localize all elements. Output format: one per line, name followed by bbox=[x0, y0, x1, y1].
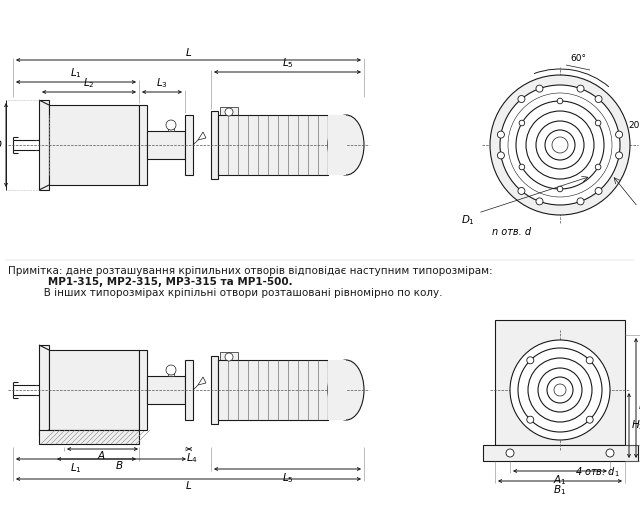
Ellipse shape bbox=[328, 360, 364, 420]
Circle shape bbox=[527, 416, 534, 423]
Bar bbox=[218, 115, 328, 175]
Circle shape bbox=[606, 449, 614, 457]
Bar bbox=[483, 445, 638, 461]
Circle shape bbox=[536, 121, 584, 169]
Bar bbox=[220, 107, 238, 117]
Text: $L_2$: $L_2$ bbox=[83, 76, 95, 90]
Bar bbox=[168, 125, 174, 131]
Text: $H_2$: $H_2$ bbox=[631, 419, 640, 432]
Text: $L_1$: $L_1$ bbox=[70, 461, 82, 475]
Circle shape bbox=[225, 353, 233, 361]
Bar bbox=[218, 360, 328, 420]
Circle shape bbox=[519, 120, 525, 126]
Circle shape bbox=[536, 85, 543, 92]
Text: L: L bbox=[186, 48, 191, 58]
Circle shape bbox=[577, 85, 584, 92]
Circle shape bbox=[497, 152, 504, 159]
Circle shape bbox=[557, 186, 563, 192]
Bar bbox=[147, 376, 185, 404]
Bar bbox=[328, 360, 346, 420]
Circle shape bbox=[595, 120, 601, 126]
Circle shape bbox=[516, 101, 604, 189]
Circle shape bbox=[166, 365, 176, 375]
Text: L: L bbox=[186, 481, 191, 491]
Bar bbox=[168, 370, 174, 376]
Bar bbox=[185, 115, 193, 175]
Circle shape bbox=[577, 198, 584, 205]
Circle shape bbox=[595, 188, 602, 194]
Circle shape bbox=[547, 377, 573, 403]
Bar bbox=[139, 350, 147, 430]
Text: $L_4$: $L_4$ bbox=[186, 451, 198, 465]
Bar bbox=[49, 350, 139, 430]
Bar bbox=[220, 352, 238, 362]
Circle shape bbox=[586, 416, 593, 423]
Text: МР1-315, МР2-315, МР3-315 та МР1-500.: МР1-315, МР2-315, МР3-315 та МР1-500. bbox=[8, 277, 292, 287]
Text: $A_1$: $A_1$ bbox=[553, 473, 567, 487]
Circle shape bbox=[527, 357, 534, 364]
Text: 4 отв. $d_1$: 4 отв. $d_1$ bbox=[575, 465, 620, 479]
Bar bbox=[211, 111, 218, 179]
Bar bbox=[39, 345, 49, 435]
Circle shape bbox=[518, 188, 525, 194]
Text: $D_1$: $D_1$ bbox=[461, 213, 475, 227]
Text: 20°: 20° bbox=[628, 121, 640, 129]
Text: n отв. d: n отв. d bbox=[492, 227, 531, 237]
Bar bbox=[139, 105, 147, 185]
Text: A: A bbox=[97, 451, 104, 461]
Circle shape bbox=[595, 95, 602, 103]
Circle shape bbox=[545, 130, 575, 160]
Ellipse shape bbox=[328, 115, 364, 175]
Circle shape bbox=[500, 85, 620, 205]
Text: D: D bbox=[0, 140, 2, 150]
Circle shape bbox=[519, 164, 525, 170]
Circle shape bbox=[536, 198, 543, 205]
Circle shape bbox=[552, 137, 568, 153]
Text: 60°: 60° bbox=[570, 54, 586, 63]
Circle shape bbox=[518, 95, 525, 103]
Bar bbox=[211, 356, 218, 424]
Text: $L_3$: $L_3$ bbox=[156, 76, 168, 90]
Circle shape bbox=[616, 131, 623, 138]
Circle shape bbox=[506, 449, 514, 457]
Circle shape bbox=[490, 75, 630, 215]
Circle shape bbox=[166, 120, 176, 130]
Text: $L_1$: $L_1$ bbox=[70, 66, 82, 80]
Circle shape bbox=[528, 358, 592, 422]
Bar bbox=[328, 115, 346, 175]
Text: В інших типорозмірах кріпільні отвори розташовані рівномірно по колу.: В інших типорозмірах кріпільні отвори ро… bbox=[8, 288, 442, 298]
Circle shape bbox=[225, 108, 233, 116]
Circle shape bbox=[510, 340, 610, 440]
Text: $B_1$: $B_1$ bbox=[554, 483, 566, 497]
Text: $H_1$: $H_1$ bbox=[638, 399, 640, 413]
Bar bbox=[39, 430, 139, 444]
Circle shape bbox=[557, 98, 563, 104]
Circle shape bbox=[497, 131, 504, 138]
Bar bbox=[495, 320, 625, 445]
Circle shape bbox=[518, 348, 602, 432]
Circle shape bbox=[554, 384, 566, 396]
Bar bbox=[556, 141, 564, 149]
Bar bbox=[49, 105, 139, 185]
Bar bbox=[185, 360, 193, 420]
Text: $L_5$: $L_5$ bbox=[282, 56, 293, 70]
Text: $L_5$: $L_5$ bbox=[282, 471, 293, 485]
Circle shape bbox=[595, 164, 601, 170]
Circle shape bbox=[616, 152, 623, 159]
Circle shape bbox=[586, 357, 593, 364]
Text: Примітка: дане розташування кріпильних отворів відповідає наступним типорозмірам: Примітка: дане розташування кріпильних о… bbox=[8, 266, 493, 276]
Circle shape bbox=[526, 111, 594, 179]
Text: B: B bbox=[115, 461, 123, 471]
Bar bbox=[39, 100, 49, 190]
Circle shape bbox=[538, 368, 582, 412]
Bar bbox=[147, 131, 185, 159]
Circle shape bbox=[508, 93, 612, 197]
